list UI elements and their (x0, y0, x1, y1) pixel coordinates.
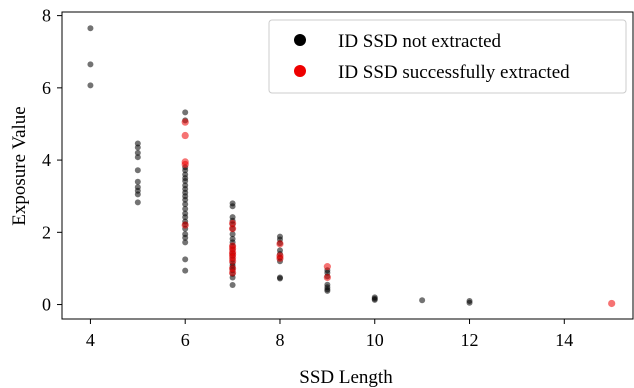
legend-label-extracted: ID SSD successfully extracted (338, 62, 570, 83)
x-tick-label-10: 10 (366, 330, 384, 350)
point-not-extracted-12 (134, 199, 141, 206)
plot-frame (61, 11, 634, 320)
point-not-extracted-4 (134, 144, 141, 151)
point-not-extracted-26 (182, 205, 189, 212)
x-tick-label-12: 12 (461, 330, 479, 350)
point-extracted-18 (323, 263, 331, 271)
point-not-extracted-2 (87, 82, 94, 89)
point-not-extracted-35 (182, 256, 189, 263)
y-tick-label-4: 4 (42, 150, 51, 170)
point-not-extracted-25 (182, 201, 189, 208)
point-not-extracted-66 (276, 275, 283, 282)
point-not-extracted-36 (182, 267, 189, 274)
point-not-extracted-8 (134, 178, 141, 185)
point-extracted-4 (181, 221, 189, 229)
point-extracted-20 (608, 299, 616, 308)
legend-marker-not-extracted (294, 34, 306, 46)
point-not-extracted-77 (419, 297, 426, 304)
legend-label-not-extracted: ID SSD not extracted (338, 31, 502, 52)
x-tick-label-6: 6 (181, 330, 190, 350)
point-not-extracted-11 (134, 191, 141, 198)
x-axis-label: SSD Length (299, 367, 393, 388)
point-not-extracted-34 (182, 239, 189, 246)
point-not-extracted-33 (182, 234, 189, 241)
y-axis-label: Exposure Value (9, 106, 30, 225)
point-not-extracted-0 (87, 25, 94, 32)
x-tick-label-8: 8 (275, 330, 284, 350)
point-not-extracted-13 (182, 109, 189, 116)
point-not-extracted-57 (229, 282, 236, 289)
point-extracted-5 (228, 219, 237, 227)
point-extracted-15 (276, 240, 284, 248)
x-tick-label-4: 4 (86, 330, 95, 350)
point-not-extracted-76 (371, 296, 378, 303)
x-tick-label-14: 14 (555, 330, 573, 350)
point-extracted-1 (181, 131, 189, 140)
x-axis: 4 6 8 10 12 14 (86, 319, 573, 350)
point-not-extracted-43 (229, 231, 236, 238)
point-extracted-3 (181, 160, 189, 169)
point-not-extracted-38 (229, 203, 236, 210)
plot-marks (87, 25, 616, 308)
point-not-extracted-24 (182, 196, 189, 203)
point-extracted-0 (181, 118, 189, 126)
point-extracted-6 (228, 225, 237, 233)
y-tick-label-0: 0 (42, 295, 51, 315)
point-not-extracted-19 (182, 178, 189, 185)
legend-marker-extracted (294, 65, 306, 77)
point-extracted-12 (228, 257, 237, 265)
point-not-extracted-5 (134, 149, 141, 156)
y-tick-label-6: 6 (42, 78, 51, 98)
point-extracted-14 (228, 269, 237, 277)
point-not-extracted-79 (466, 299, 473, 306)
y-axis: 0 2 4 6 8 (42, 6, 62, 315)
y-tick-label-8: 8 (42, 6, 51, 26)
legend: ID SSD not extracted ID SSD successfully… (268, 19, 627, 94)
point-not-extracted-28 (182, 214, 189, 221)
point-not-extracted-1 (87, 61, 94, 68)
point-extracted-19 (323, 273, 331, 282)
legend-box (268, 19, 627, 94)
point-not-extracted-7 (134, 167, 141, 174)
point-not-extracted-73 (324, 287, 331, 294)
point-not-extracted-6 (134, 154, 141, 161)
point-extracted-17 (276, 254, 284, 262)
y-tick-label-2: 2 (42, 222, 51, 242)
point-not-extracted-16 (182, 167, 189, 174)
